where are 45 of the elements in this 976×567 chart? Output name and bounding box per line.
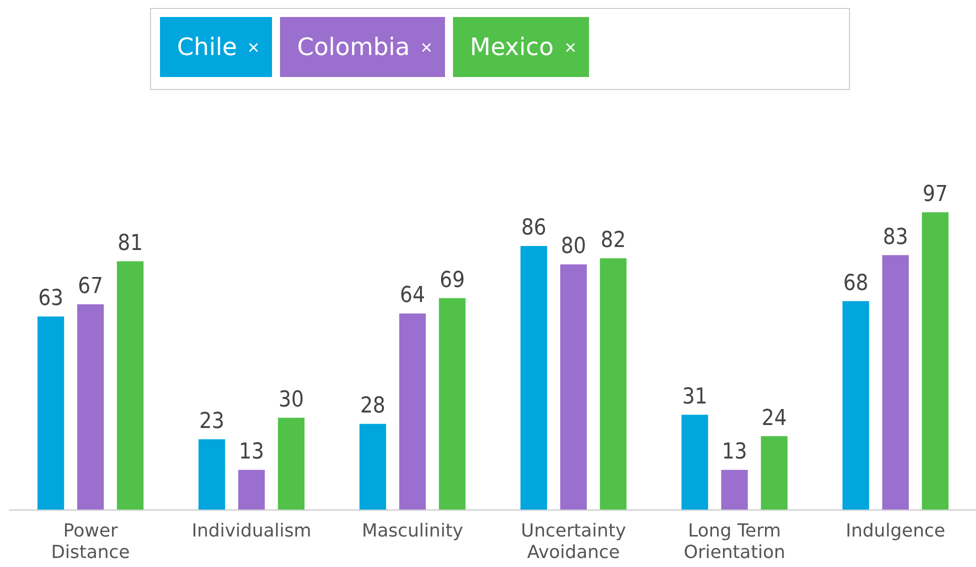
- data-label: 13: [238, 440, 264, 465]
- data-label: 68: [843, 270, 868, 296]
- bar: [882, 255, 909, 510]
- x-tick-label: Masculinity: [362, 520, 464, 542]
- x-tick-label: Indulgence: [846, 520, 946, 542]
- bar: [721, 470, 748, 510]
- data-label: 64: [400, 283, 426, 308]
- bar: [842, 301, 870, 510]
- bar: [399, 313, 426, 510]
- bar: [438, 298, 466, 510]
- data-label: 31: [682, 384, 708, 410]
- data-label: 86: [521, 216, 546, 241]
- data-label: 83: [882, 224, 908, 250]
- data-label: 69: [440, 268, 465, 293]
- bar: [520, 246, 548, 510]
- bar: [77, 304, 104, 510]
- data-label: 63: [38, 286, 64, 312]
- text: Mexico: [470, 33, 554, 61]
- data-label: 97: [922, 182, 948, 207]
- bar: [681, 414, 708, 510]
- data-label: 82: [600, 228, 626, 253]
- bar: [198, 439, 226, 510]
- data-label: 24: [762, 406, 787, 431]
- x-tick-label: Individualism: [192, 520, 312, 542]
- data-label: 23: [199, 408, 224, 434]
- text: Chile: [177, 33, 238, 61]
- bar: [116, 261, 144, 510]
- bar: [600, 258, 627, 510]
- text: Colombia: [297, 33, 410, 61]
- bar: [278, 418, 305, 510]
- data-label: 81: [118, 231, 143, 256]
- bar: [560, 264, 587, 510]
- x-tick-label: Power Distance: [51, 520, 130, 563]
- data-label: 30: [278, 387, 304, 412]
- bar: [37, 316, 64, 510]
- bar: [922, 212, 949, 510]
- data-label: 13: [722, 440, 748, 465]
- x-tick-label: Long Term Orientation: [684, 520, 786, 563]
- bar: [359, 424, 386, 510]
- bar: [760, 436, 788, 510]
- bar: [238, 470, 265, 510]
- data-label: 80: [560, 234, 586, 260]
- data-label: 67: [78, 274, 104, 299]
- data-label: 28: [360, 394, 386, 419]
- x-tick-label: Uncertainty Avoidance: [520, 520, 626, 563]
